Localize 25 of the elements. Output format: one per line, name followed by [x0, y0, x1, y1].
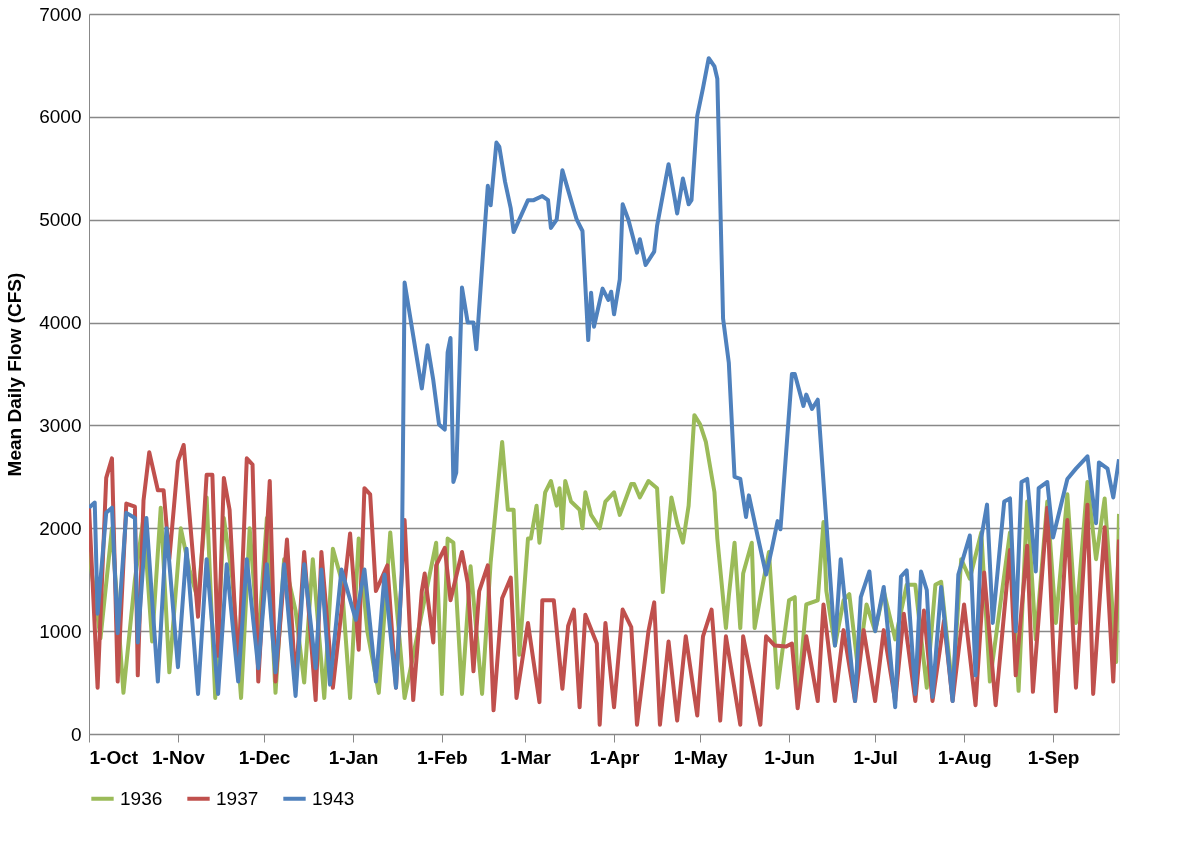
x-tick-label: 1-Feb [417, 746, 468, 768]
x-tick-label: 1-Apr [589, 746, 640, 768]
line-series [89, 56, 1119, 710]
legend-label: 1937 [216, 787, 259, 809]
x-tick-label: 1-Nov [152, 746, 206, 768]
x-tick-label: 1-Aug [937, 746, 992, 768]
x-tick-label: 1-Sep [1027, 746, 1080, 768]
x-tick-label: 1-Oct [89, 746, 139, 768]
legend-label: 1936 [120, 787, 163, 809]
y-axis-title: Mean Daily Flow (CFS) [4, 272, 26, 477]
y-tick-label: 6000 [39, 106, 82, 128]
x-tick-label: 1-Dec [238, 746, 291, 768]
y-tick-label: 1000 [39, 620, 82, 642]
y-tick-label: 2000 [39, 517, 82, 539]
x-tick-label: 1-Jan [328, 746, 379, 768]
y-tick-label: 0 [70, 723, 82, 745]
x-tick-label: 1-Jul [853, 746, 898, 768]
y-tick-label: 5000 [39, 209, 82, 231]
y-tick-label: 4000 [39, 312, 82, 334]
legend-label: 1943 [312, 787, 355, 809]
y-tick-label: 3000 [39, 414, 82, 436]
x-tick-label: 1-May [673, 746, 728, 768]
y-tick-label: 7000 [39, 3, 82, 25]
x-tick-label: 1-Mar [500, 746, 552, 768]
x-tick-label: 1-Jun [764, 746, 815, 768]
